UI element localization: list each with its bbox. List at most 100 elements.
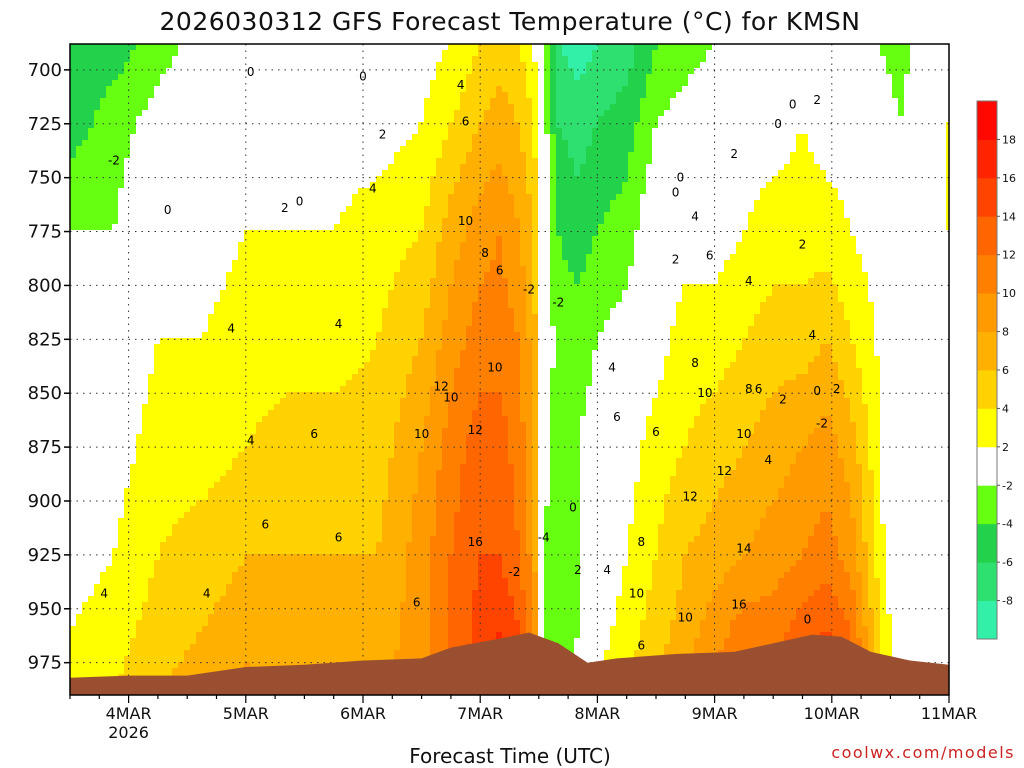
temperature-cell — [130, 176, 137, 183]
temperature-cell — [274, 590, 281, 597]
temperature-cell — [142, 548, 149, 555]
temperature-cell — [232, 608, 239, 615]
temperature-cell — [172, 338, 179, 345]
temperature-cell — [268, 656, 275, 663]
temperature-cell — [82, 314, 89, 321]
temperature-cell — [322, 644, 329, 651]
temperature-cell — [160, 272, 167, 279]
temperature-cell — [118, 242, 125, 249]
temperature-cell — [178, 494, 185, 501]
temperature-cell — [310, 452, 317, 459]
temperature-cell — [142, 446, 149, 453]
temperature-cell — [298, 134, 305, 141]
temperature-cell — [340, 74, 347, 81]
temperature-cell — [334, 320, 341, 327]
temperature-cell — [274, 458, 281, 465]
temperature-cell — [232, 638, 239, 645]
temperature-cell — [94, 320, 101, 327]
temperature-cell — [112, 74, 119, 81]
temperature-cell — [124, 584, 131, 591]
temperature-cell — [88, 242, 95, 249]
temperature-cell — [172, 278, 179, 285]
temperature-cell — [148, 278, 155, 285]
temperature-cell — [196, 158, 203, 165]
temperature-cell — [100, 212, 107, 219]
temperature-cell — [328, 530, 335, 537]
temperature-cell — [310, 584, 317, 591]
temperature-cell — [82, 668, 89, 675]
temperature-cell — [328, 614, 335, 621]
temperature-cell — [298, 158, 305, 165]
temperature-cell — [148, 374, 155, 381]
temperature-cell — [160, 206, 167, 213]
temperature-cell — [322, 374, 329, 381]
temperature-cell — [190, 80, 197, 87]
temperature-cell — [274, 206, 281, 213]
temperature-cell — [142, 404, 149, 411]
temperature-cell — [184, 566, 191, 573]
temperature-cell — [160, 170, 167, 177]
temperature-cell — [298, 656, 305, 663]
temperature-cell — [184, 338, 191, 345]
temperature-cell — [226, 488, 233, 495]
temperature-cell — [334, 218, 341, 225]
temperature-cell — [124, 98, 131, 105]
temperature-cell — [316, 392, 323, 399]
temperature-cell — [298, 434, 305, 441]
temperature-cell — [220, 200, 227, 207]
temperature-cell — [88, 248, 95, 255]
temperature-cell — [322, 68, 329, 75]
temperature-cell — [316, 350, 323, 357]
temperature-cell — [112, 542, 119, 549]
temperature-cell — [250, 452, 257, 459]
temperature-cell — [124, 446, 131, 453]
temperature-cell — [136, 320, 143, 327]
temperature-cell — [232, 446, 239, 453]
temperature-cell — [262, 206, 269, 213]
temperature-cell — [142, 266, 149, 273]
temperature-cell — [178, 398, 185, 405]
temperature-cell — [298, 482, 305, 489]
temperature-cell — [208, 620, 215, 627]
temperature-cell — [262, 86, 269, 93]
temperature-cell — [106, 518, 113, 525]
temperature-cell — [160, 212, 167, 219]
temperature-cell — [208, 230, 215, 237]
temperature-cell — [88, 320, 95, 327]
temperature-cell — [334, 182, 341, 189]
temperature-cell — [112, 344, 119, 351]
temperature-cell — [322, 188, 329, 195]
temperature-cell — [208, 656, 215, 663]
temperature-cell — [136, 134, 143, 141]
temperature-cell — [280, 296, 287, 303]
temperature-cell — [184, 356, 191, 363]
temperature-cell — [280, 314, 287, 321]
temperature-cell — [262, 596, 269, 603]
temperature-cell — [178, 200, 185, 207]
temperature-cell — [94, 374, 101, 381]
temperature-cell — [154, 662, 161, 669]
temperature-cell — [142, 626, 149, 633]
temperature-cell — [292, 470, 299, 477]
temperature-cell — [238, 524, 245, 531]
temperature-cell — [274, 632, 281, 639]
temperature-cell — [268, 98, 275, 105]
temperature-cell — [184, 668, 191, 675]
temperature-cell — [340, 446, 347, 453]
temperature-cell — [88, 440, 95, 447]
temperature-cell — [196, 476, 203, 483]
temperature-cell — [160, 236, 167, 243]
temperature-cell — [124, 80, 131, 87]
temperature-cell — [262, 80, 269, 87]
temperature-cell — [232, 416, 239, 423]
temperature-cell — [196, 536, 203, 543]
temperature-cell — [118, 98, 125, 105]
temperature-cell — [250, 650, 257, 657]
temperature-cell — [226, 602, 233, 609]
temperature-cell — [310, 344, 317, 351]
temperature-cell — [256, 644, 263, 651]
temperature-cell — [160, 398, 167, 405]
temperature-cell — [70, 188, 77, 195]
temperature-cell — [100, 338, 107, 345]
temperature-cell — [328, 620, 335, 627]
